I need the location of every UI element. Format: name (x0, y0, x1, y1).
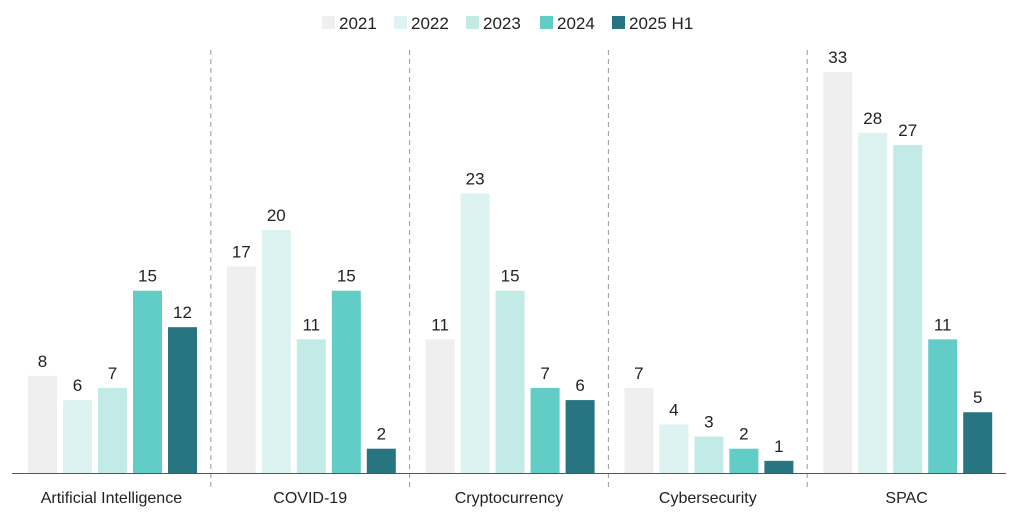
bar-cybersecurity-2024 (729, 448, 759, 473)
bar-cybersecurity-2023 (694, 436, 724, 473)
bar-cryptocurrency-2023 (495, 290, 525, 473)
bar-spac-2023 (893, 144, 923, 473)
bar-artificial-intelligence-2025-h1 (168, 327, 197, 473)
bar-spac-2022 (858, 132, 888, 473)
value-label-cryptocurrency-2022: 23 (466, 170, 485, 189)
bar-artificial-intelligence-2022 (63, 400, 92, 473)
bars (28, 72, 993, 474)
bar-cryptocurrency-2022 (460, 193, 490, 474)
bar-covid-19-2023 (296, 339, 326, 473)
legend-swatch-2024 (540, 16, 553, 29)
value-label-covid-19-2023: 11 (302, 315, 320, 334)
category-label-artificial-intelligence: Artificial Intelligence (41, 490, 183, 507)
bar-cybersecurity-2025-h1 (764, 460, 794, 473)
value-label-cryptocurrency-2021: 11 (431, 315, 449, 334)
value-label-spac-2021: 33 (828, 48, 847, 67)
category-label-cryptocurrency: Cryptocurrency (455, 490, 563, 507)
value-label-covid-19-2024: 15 (337, 267, 356, 286)
value-label-cybersecurity-2022: 4 (669, 400, 678, 419)
legend-swatch-2021 (322, 16, 335, 29)
legend-label-2021: 2021 (339, 14, 377, 33)
bar-spac-2024 (928, 339, 958, 473)
value-label-cryptocurrency-2023: 15 (501, 267, 520, 286)
value-label-covid-19-2021: 17 (232, 242, 251, 261)
bar-cybersecurity-2022 (659, 424, 689, 473)
value-label-cryptocurrency-2024: 7 (540, 364, 549, 383)
value-label-cybersecurity-2025-h1: 1 (774, 437, 783, 456)
value-label-cybersecurity-2023: 3 (704, 413, 713, 432)
legend-label-2025-h1: 2025 H1 (629, 14, 693, 33)
value-label-artificial-intelligence-2024: 15 (138, 267, 157, 286)
value-label-artificial-intelligence-2025-h1: 12 (173, 303, 192, 322)
legend-label-2024: 2024 (557, 14, 595, 33)
category-labels: Artificial Intelligence COVID-19 Cryptocur… (41, 490, 928, 507)
bar-artificial-intelligence-2024 (133, 290, 162, 473)
value-label-cybersecurity-2024: 2 (739, 425, 748, 444)
bar-cryptocurrency-2025-h1 (565, 400, 595, 473)
bar-covid-19-2022 (261, 229, 291, 473)
legend-label-2023: 2023 (483, 14, 521, 33)
value-label-spac-2023: 27 (898, 121, 917, 140)
legend-label-2022: 2022 (411, 14, 449, 33)
bar-cybersecurity-2021 (624, 387, 654, 473)
value-label-covid-19-2022: 20 (267, 206, 286, 225)
bar-covid-19-2021 (226, 266, 256, 473)
legend-swatch-2022 (394, 16, 407, 29)
value-label-spac-2024: 11 (934, 315, 952, 334)
bar-cryptocurrency-2021 (425, 339, 455, 473)
bar-spac-2021 (823, 72, 853, 473)
value-label-covid-19-2025-h1: 2 (377, 425, 386, 444)
value-labels: 8 6 7 15 12 17 20 11 15 2 11 23 15 7 6 7 4 3 2 1 33 28 27 11 5 (38, 48, 983, 456)
bar-cryptocurrency-2024 (530, 387, 560, 473)
category-separators (210, 50, 808, 490)
legend-swatch-2025-h1 (612, 16, 625, 29)
value-label-spac-2022: 28 (863, 109, 882, 128)
value-label-cryptocurrency-2025-h1: 6 (575, 376, 584, 395)
value-label-spac-2025-h1: 5 (973, 388, 982, 407)
category-label-spac: SPAC (885, 490, 927, 507)
bar-covid-19-2024 (331, 290, 361, 473)
value-label-artificial-intelligence-2021: 8 (38, 352, 47, 371)
bar-spac-2025-h1 (963, 412, 993, 473)
legend: 2021 2022 2023 2024 2025 H1 (322, 14, 693, 33)
legend-swatch-2023 (466, 16, 479, 29)
value-label-cybersecurity-2021: 7 (634, 364, 643, 383)
bar-artificial-intelligence-2023 (98, 387, 127, 473)
bar-artificial-intelligence-2021 (28, 375, 57, 473)
category-label-covid-19: COVID-19 (273, 490, 347, 507)
value-label-artificial-intelligence-2022: 6 (73, 376, 82, 395)
category-label-cybersecurity: Cybersecurity (659, 490, 757, 507)
value-label-artificial-intelligence-2023: 7 (108, 364, 117, 383)
bar-covid-19-2025-h1 (366, 448, 396, 473)
